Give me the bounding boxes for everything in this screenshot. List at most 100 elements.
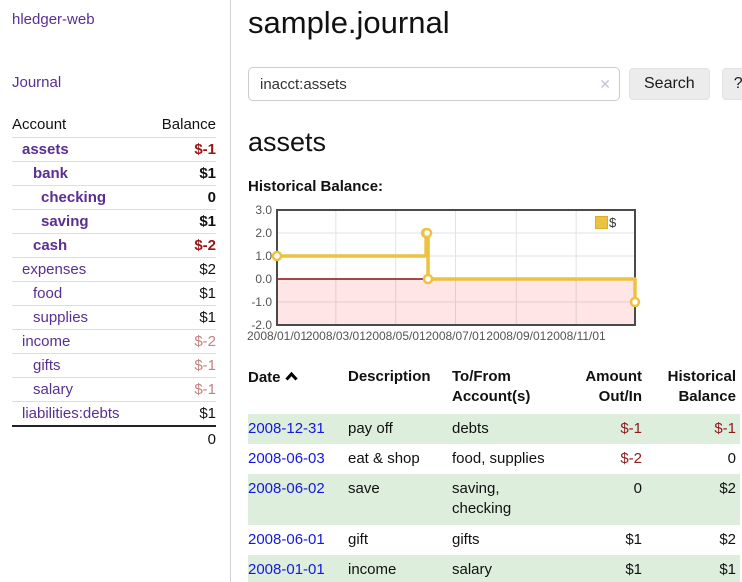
account-link[interactable]: supplies	[33, 309, 89, 326]
brand-link[interactable]: hledger-web	[12, 11, 95, 28]
account-balance: $-1	[147, 377, 216, 402]
register-row: 2008-01-01 income salary $1 $1	[248, 554, 740, 582]
account-balance: $-2	[147, 233, 216, 258]
accounts-header-account: Account	[12, 113, 148, 138]
account-link[interactable]: salary	[33, 381, 74, 398]
legend-swatch	[595, 216, 608, 229]
register-description: income	[348, 554, 452, 582]
register-row: 2008-06-02 save saving, checking 0 $2	[248, 474, 740, 525]
account-link[interactable]: bank	[33, 165, 69, 182]
register-row: 2008-12-31 pay off debts $-1 $-1	[248, 413, 740, 444]
account-balance: $1	[147, 161, 216, 186]
chart-legend: $	[595, 215, 616, 230]
account-balance: $1	[147, 281, 216, 306]
register-amount: $-1	[570, 413, 650, 444]
account-row: expenses $2	[12, 257, 216, 282]
search-form: ✕ Search ?	[248, 67, 742, 101]
accounts-total-row: 0	[12, 425, 216, 451]
register-description: pay off	[348, 413, 452, 444]
register-description: gift	[348, 530, 369, 548]
account-link[interactable]: saving	[41, 213, 89, 230]
register-tofrom: gifts	[452, 530, 480, 548]
register-table: Date Description To/From Account(s) Amou…	[248, 363, 740, 582]
register-header-amount: Amount Out/In	[585, 368, 642, 406]
account-balance: $1	[147, 209, 216, 234]
accounts-table: Account Balance assets $-1 bank $1 checking 0…	[12, 113, 216, 451]
account-row: assets $-1	[12, 137, 216, 162]
account-row: liabilities:debts $1	[12, 401, 216, 427]
register-date-link[interactable]: 2008-01-01	[248, 560, 325, 578]
register-date-link[interactable]: 2008-12-31	[248, 419, 325, 437]
account-link[interactable]: expenses	[22, 261, 87, 278]
register-row: 2008-06-03 eat & shop food, supplies $-2 0	[248, 444, 740, 474]
register-description: save	[348, 474, 452, 525]
help-button[interactable]: ?	[721, 68, 742, 100]
register-tofrom: salary	[452, 554, 570, 582]
account-link[interactable]: liabilities:debts	[22, 405, 120, 422]
register-tofrom: saving, checking	[452, 474, 570, 525]
accounts-total: 0	[147, 425, 216, 451]
register-date-link[interactable]: 2008-06-02	[248, 480, 325, 497]
register-header-tofrom: To/From Account(s)	[452, 368, 531, 406]
account-row: cash $-2	[12, 233, 216, 258]
sort-ascending-icon	[284, 367, 298, 387]
account-link[interactable]: checking	[41, 189, 107, 206]
legend-label: $	[609, 215, 617, 230]
register-tofrom: food, supplies	[452, 449, 545, 467]
chart-title: Historical Balance:	[248, 178, 384, 195]
register-row: 2008-06-01 gift gifts $1 $2	[248, 525, 740, 555]
register-date-link[interactable]: 2008-06-03	[248, 449, 325, 467]
page-title: sample.journal	[248, 5, 450, 40]
register-description: eat & shop	[348, 449, 420, 467]
account-row: bank $1	[12, 161, 216, 186]
clear-search-icon[interactable]: ✕	[599, 76, 611, 92]
search-button[interactable]: Search	[629, 68, 710, 100]
account-balance: $-2	[147, 329, 216, 354]
account-link[interactable]: cash	[33, 237, 68, 254]
main-content: sample.journal ✕ Search ? assets Histori…	[231, 0, 742, 582]
register-header-balance: Historical Balance	[667, 368, 736, 406]
sidebar: hledger-web Journal Account Balance asse…	[0, 0, 231, 582]
register-amount: 0	[570, 474, 650, 525]
account-heading: assets	[248, 127, 327, 157]
account-row: supplies $1	[12, 305, 216, 330]
y-axis-tick-label: -1.0	[251, 295, 272, 309]
x-axis-tick-label: 2008/05/01	[365, 329, 426, 343]
account-balance: $-1	[147, 353, 216, 378]
register-tofrom: debts	[452, 413, 570, 444]
y-axis-tick-label: -2.0	[251, 318, 272, 332]
account-link[interactable]: gifts	[33, 357, 61, 374]
accounts-header-balance: Balance	[147, 113, 216, 138]
account-balance: $1	[147, 305, 216, 330]
account-balance: 0	[147, 185, 216, 210]
register-amount: $-2	[620, 449, 642, 467]
register-balance: 0	[727, 449, 736, 467]
account-link[interactable]: assets	[22, 141, 69, 158]
y-axis-tick-label: 1.0	[255, 249, 272, 263]
balance-chart: 3.0 2.0 1.0 0.0 -1.0 -2.0 2008/01/01 2008/03/01…	[247, 203, 688, 348]
x-axis-tick-label: 2008/07/01	[425, 329, 486, 343]
search-input[interactable]	[248, 67, 620, 101]
account-row: salary $-1	[12, 377, 216, 402]
account-link[interactable]: food	[33, 285, 63, 302]
account-balance: $2	[147, 257, 216, 282]
account-row: checking 0	[12, 185, 216, 210]
x-axis-tick-label: 2008/09/01	[486, 329, 547, 343]
register-balance: $2	[719, 530, 736, 548]
account-balance: $1	[147, 401, 216, 427]
sidebar-item-journal[interactable]: Journal	[12, 74, 62, 91]
register-header-date[interactable]: Date	[248, 363, 348, 414]
register-date-link[interactable]: 2008-06-01	[248, 530, 325, 548]
account-row: gifts $-1	[12, 353, 216, 378]
register-balance: $1	[650, 554, 740, 582]
register-balance: $2	[650, 474, 740, 525]
account-link[interactable]: income	[22, 333, 71, 350]
y-axis-tick-label: 3.0	[255, 203, 272, 217]
account-row: income $-2	[12, 329, 216, 354]
account-row: saving $1	[12, 209, 216, 234]
y-axis-tick-label: 0.0	[255, 272, 272, 286]
x-axis-tick-label: 2008/03/01	[305, 329, 366, 343]
register-header-row: Date Description To/From Account(s) Amou…	[248, 363, 740, 414]
y-axis-tick-label: 2.0	[255, 226, 272, 240]
